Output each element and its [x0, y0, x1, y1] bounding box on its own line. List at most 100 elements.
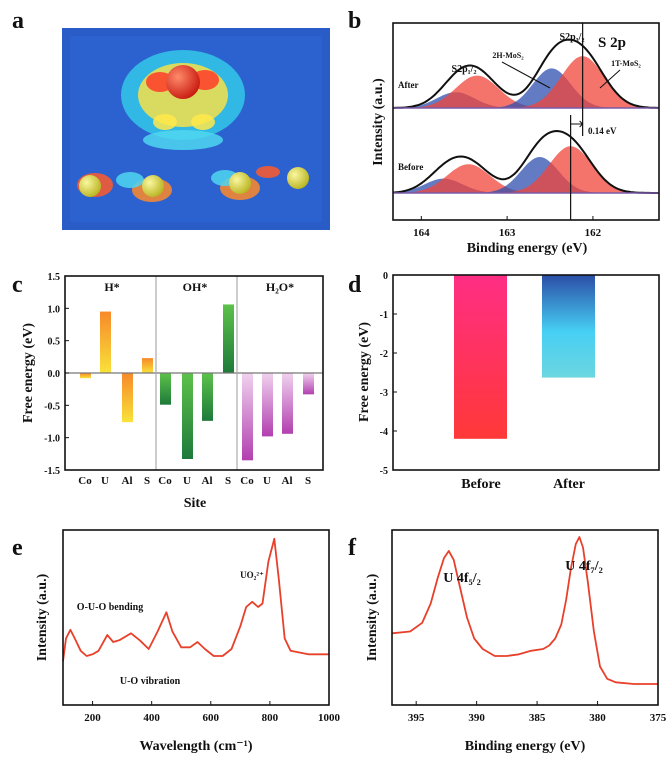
series-label-before: Before — [398, 162, 423, 172]
label-s2p12: S2p₁/₂ — [452, 64, 477, 75]
y-tick-label: -1.5 — [44, 466, 60, 477]
x-tick-label-S: S — [225, 475, 231, 487]
x-tick-label-U: U — [183, 475, 191, 487]
x-tick-label-Al: Al — [122, 475, 133, 487]
blue-fit-component — [393, 157, 659, 193]
bar-HO-Co — [242, 373, 253, 461]
x-tick-label-S: S — [144, 475, 150, 487]
envelope-line — [392, 129, 659, 194]
x-axis-label: Site — [184, 496, 207, 511]
y-tick-label: 1.0 — [48, 304, 61, 315]
bar-before — [454, 275, 507, 439]
y-tick-label: 1.5 — [48, 272, 61, 283]
spectrum-line — [62, 537, 329, 662]
panel-e-raman — [62, 529, 330, 706]
y-axis-label: Intensity (a.u.) — [371, 78, 386, 166]
bar-after — [542, 275, 595, 378]
blue-fit-component — [393, 68, 659, 108]
bar-OH-Co — [160, 373, 171, 405]
series-after — [393, 38, 659, 109]
label-vibration: U-O vibration — [120, 676, 181, 687]
x-tick-label: 395 — [408, 712, 425, 724]
plot-frame — [62, 529, 330, 706]
group-label: H* — [104, 280, 119, 294]
density-lobe — [191, 114, 215, 130]
density-lobe — [153, 114, 177, 130]
x-tick-label-S: S — [305, 475, 311, 487]
bar-OH-Al — [202, 373, 213, 421]
plot-frame — [392, 22, 660, 221]
density-lobe — [256, 166, 280, 178]
panel-label-b: b — [348, 8, 361, 34]
panel-label-d: d — [348, 272, 362, 298]
y-tick-label: -3 — [380, 388, 388, 399]
pointer-line — [599, 69, 621, 89]
x-tick-label-after: After — [553, 477, 585, 492]
panel-label-c: c — [12, 272, 23, 298]
bar-H-Co — [80, 373, 91, 379]
bar-H-S — [142, 358, 153, 373]
y-tick-label: 0.0 — [48, 369, 61, 380]
plot-frame — [392, 274, 660, 471]
y-tick-label: -1.0 — [44, 434, 60, 445]
group-label: H₂O* — [266, 280, 294, 294]
x-tick-label-U: U — [263, 475, 271, 487]
label-u4f72: U 4f₇/₂ — [565, 559, 603, 574]
x-tick-label: 163 — [499, 227, 516, 239]
bar-HO-Al — [282, 373, 293, 434]
y-axis-label: Free energy (eV) — [21, 323, 36, 423]
sulfur-atom — [287, 167, 309, 189]
x-tick-label-Al: Al — [282, 475, 293, 487]
bar-HO-S — [303, 373, 314, 395]
x-tick-label-Co: Co — [240, 475, 254, 487]
label-1t-mos2: 1T-MoS₂ — [611, 59, 641, 68]
bar-OH-U — [182, 373, 193, 460]
y-tick-label: -4 — [380, 427, 388, 438]
x-tick-label: 375 — [650, 712, 667, 724]
x-tick-label: 385 — [529, 712, 546, 724]
y-tick-label: 0 — [383, 271, 388, 282]
x-tick-label-Co: Co — [78, 475, 92, 487]
red-fit-component — [393, 56, 659, 108]
panel-f-xps-u4f — [391, 529, 659, 706]
x-tick-label: 400 — [143, 712, 160, 724]
series-before — [392, 129, 659, 194]
red-fit-component — [393, 75, 659, 108]
panel-d-free-energy-before-after — [392, 274, 660, 471]
shift-arrow — [570, 120, 584, 128]
x-tick-label: 200 — [84, 712, 101, 724]
x-tick-label-Co: Co — [158, 475, 172, 487]
label-u4f52: U 4f₅/₂ — [443, 571, 481, 586]
envelope-line — [393, 38, 659, 109]
red-fit-component — [393, 164, 659, 193]
x-tick-label-before: Before — [461, 477, 500, 492]
x-tick-label: 1000 — [318, 712, 341, 724]
x-axis-label: Binding energy (eV) — [465, 739, 586, 754]
label-bending: O-U-O bending — [77, 602, 143, 613]
panel-label-f: f — [348, 535, 357, 561]
pointer-line — [501, 61, 551, 89]
x-axis-label: Binding energy (eV) — [467, 241, 588, 256]
series-label-after: After — [398, 80, 418, 90]
label-uo2: UO₂²⁺ — [240, 570, 264, 580]
spectrum-line — [391, 536, 658, 685]
red-fit-component — [393, 146, 659, 193]
uranium-atom — [166, 65, 200, 99]
sulfur-atom — [142, 175, 164, 197]
x-axis-label: Wavelength (cm⁻¹) — [139, 739, 252, 754]
x-tick-label: 380 — [589, 712, 606, 724]
y-axis-label: Intensity (a.u.) — [365, 573, 380, 661]
sulfur-atom — [79, 175, 101, 197]
bar-OH-S — [223, 304, 234, 373]
x-tick-label: 600 — [203, 712, 220, 724]
bar-HO-U — [262, 373, 273, 437]
x-tick-label: 164 — [413, 227, 430, 239]
y-tick-label: -0.5 — [44, 401, 60, 412]
panel-c-free-energy-sites — [64, 275, 324, 471]
panel-label-e: e — [12, 535, 23, 561]
charge-density-image — [62, 28, 330, 230]
y-tick-label: -5 — [380, 466, 388, 477]
bar-H-Al — [122, 373, 133, 423]
